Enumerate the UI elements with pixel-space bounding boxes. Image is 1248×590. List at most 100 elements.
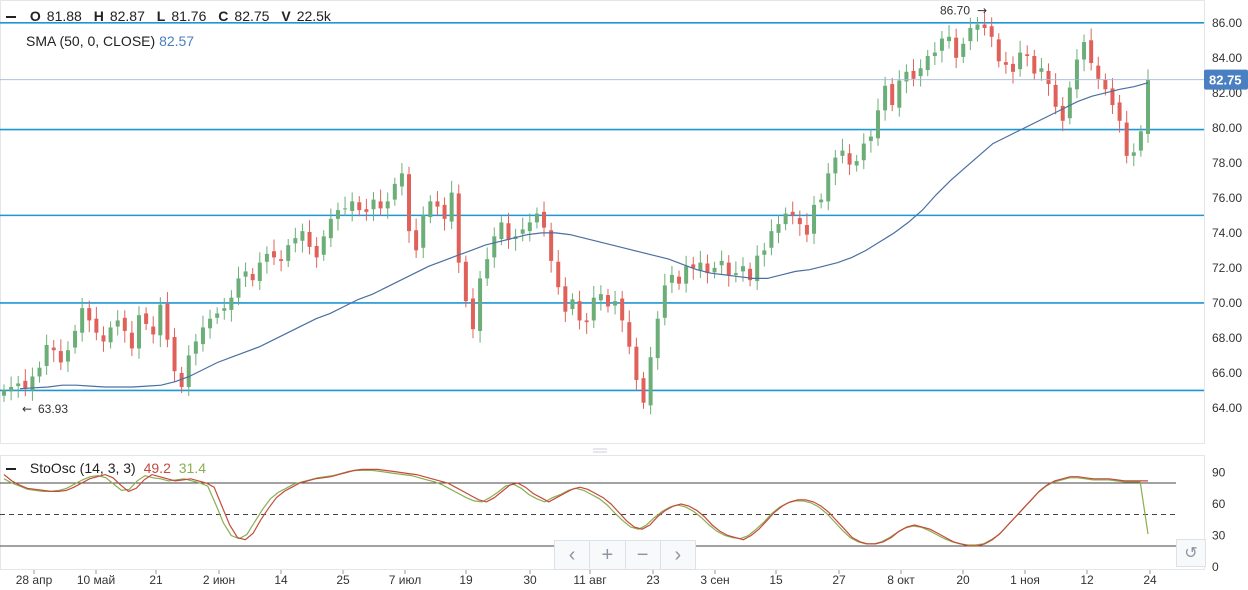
candle-body (605, 295, 610, 307)
candle-body (37, 367, 42, 377)
candle-body (101, 335, 106, 342)
candle-body (748, 268, 753, 281)
volume-label: V (281, 8, 291, 24)
candle-body (1067, 87, 1072, 119)
candle-body (563, 286, 568, 312)
stochastic-d-line (3, 469, 1149, 546)
candle-body (577, 301, 582, 321)
close-value: 82.75 (234, 8, 270, 24)
candle-body (449, 192, 454, 222)
collapse-icon[interactable] (6, 468, 16, 471)
candle-body (911, 70, 916, 79)
x-tick-label: 3 сен (700, 573, 729, 587)
candle-body (797, 217, 802, 225)
x-tick-label: 15 (769, 573, 783, 587)
candle-body (23, 380, 28, 389)
candle-body (939, 38, 944, 51)
candle-body (193, 341, 198, 354)
candle-body (492, 236, 497, 258)
candle-body (16, 383, 21, 387)
x-tick-label: 11 авг (573, 573, 607, 587)
candle-body (989, 26, 994, 37)
x-tick-label: 25 (336, 573, 350, 587)
y-tick-label: 68.00 (1212, 331, 1242, 345)
candle-body (613, 301, 618, 306)
candle-body (648, 357, 653, 406)
candle-body (804, 225, 809, 235)
current-price-tag (1204, 69, 1248, 90)
candle-body (137, 315, 142, 349)
candle-body (343, 208, 348, 210)
candle-body (925, 56, 930, 71)
candle-body (840, 150, 845, 156)
stochastic-tick-label: 30 (1212, 529, 1226, 543)
candle-body (1096, 65, 1101, 79)
candle-body (122, 317, 127, 331)
candle-body (527, 222, 532, 232)
candle-body (485, 259, 490, 279)
arrow-right-icon: → (977, 4, 987, 18)
collapse-icon[interactable] (6, 16, 16, 19)
candle-body (819, 199, 824, 203)
candle-body (215, 313, 220, 318)
candle-body (961, 43, 966, 57)
candle-body (9, 386, 14, 392)
x-tick-label: 10 май (77, 573, 115, 587)
candle-body (264, 253, 269, 262)
scroll-right-button[interactable]: › (674, 543, 682, 566)
candle-body (435, 201, 440, 207)
scroll-left-button[interactable]: ‹ (555, 541, 591, 569)
candle-body (186, 355, 191, 387)
candle-body (932, 52, 937, 57)
chart-navigation: ‹ + − › (554, 540, 696, 570)
candle-body (677, 276, 682, 284)
zoom-in-button[interactable]: + (590, 541, 626, 569)
close-label: C (218, 8, 229, 24)
candle-body (890, 84, 895, 106)
candle-body (328, 218, 333, 239)
candle-body (641, 378, 646, 403)
reset-view-button[interactable]: ↺ (1176, 539, 1206, 567)
candle-body (591, 297, 596, 321)
candle-body (250, 274, 255, 281)
high-value: 82.87 (109, 8, 145, 24)
x-tick-label: 19 (459, 573, 473, 587)
candle-body (1046, 70, 1051, 85)
candle-body (87, 308, 92, 321)
candle-body (584, 320, 589, 323)
y-tick-label: 66.00 (1212, 366, 1242, 380)
sma-value: 82.57 (159, 33, 195, 49)
y-tick-label: 80.00 (1212, 121, 1242, 135)
x-tick-label: 30 (523, 573, 537, 587)
candle-body (1053, 84, 1058, 107)
candle-body (1032, 56, 1037, 74)
x-tick-label: 12 (1080, 573, 1094, 587)
candle-body (1025, 54, 1030, 57)
y-tick-label: 86.00 (1212, 16, 1242, 30)
zoom-out-button[interactable]: − (626, 541, 661, 569)
candle-body (293, 238, 298, 244)
x-tick-label: 7 июл (389, 573, 421, 587)
candle-body (1131, 152, 1136, 156)
candle-body (705, 263, 710, 274)
candle-body (1082, 42, 1087, 60)
y-tick-label: 70.00 (1212, 296, 1242, 310)
candle-body (378, 201, 383, 209)
candle-body (982, 24, 987, 29)
x-tick-label: 2 июн (203, 573, 235, 587)
stochastic-k-line (3, 468, 1148, 547)
candle-body (371, 199, 376, 210)
stochastic-legend[interactable]: StoOsc (14, 3, 3) 49.2 31.4 (6, 460, 206, 476)
stochastic-tick-label: 60 (1212, 497, 1226, 511)
candle-body (179, 372, 184, 387)
candle-body (868, 136, 873, 141)
x-tick-label: 21 (149, 573, 163, 587)
low-annotation: 63.93 (38, 402, 68, 416)
candle-body (684, 266, 689, 284)
candle-body (897, 80, 902, 108)
candle-body (1138, 131, 1143, 151)
x-tick-label: 28 апр (16, 573, 53, 587)
sma-legend[interactable]: SMA (50, 0, CLOSE) 82.57 (26, 33, 194, 49)
candle-body (712, 267, 717, 273)
